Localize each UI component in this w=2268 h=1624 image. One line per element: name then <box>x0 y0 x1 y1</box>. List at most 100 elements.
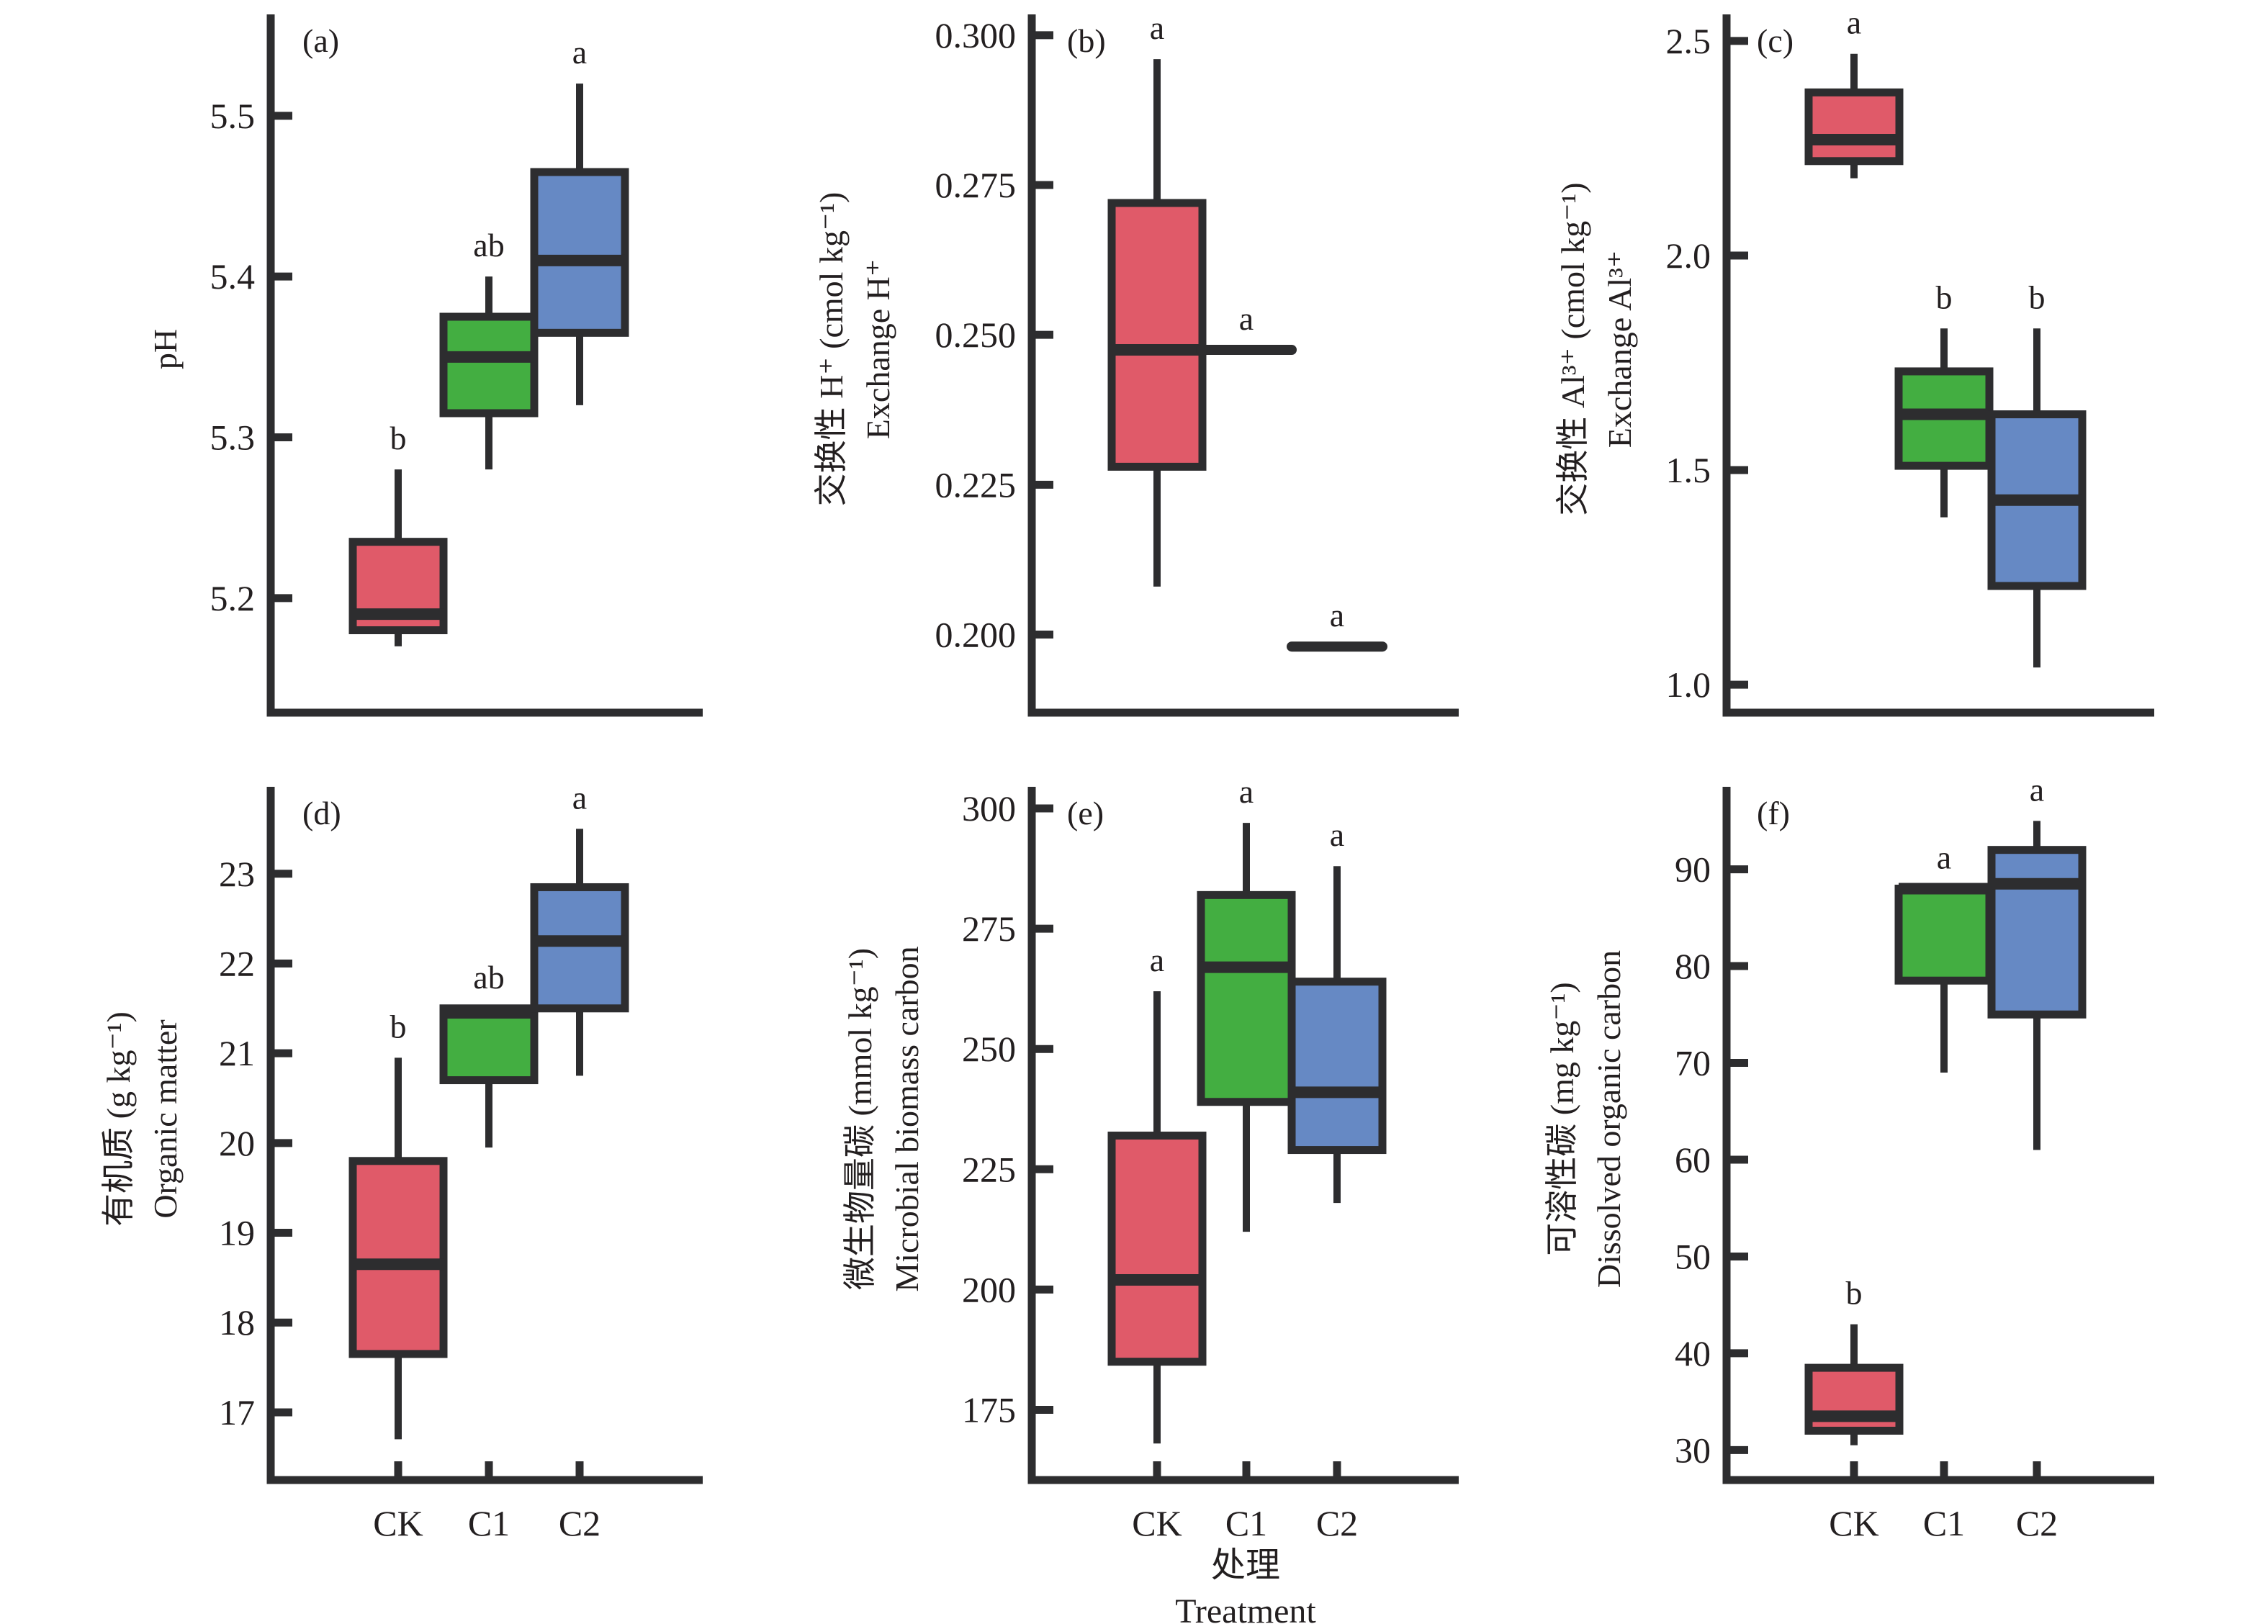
iqr-box <box>439 1004 539 1085</box>
box-CK: a <box>1107 942 1207 1444</box>
panel-c: 1.0 1.5 2.0 2.5 (c) 交换性 Al³⁺ (cmol kg⁻¹) Excha… <box>1554 4 2154 717</box>
y-tick-label: 300 <box>962 788 1016 829</box>
y-tick-label: 40 <box>1675 1333 1711 1373</box>
box-C2: a <box>1987 771 2087 1150</box>
panel-tag: (d) <box>302 795 341 831</box>
y-axis-title-cn: 微生物量碳 (mmol kg⁻¹) <box>842 948 878 1290</box>
x-axis-title-cn: 处理 <box>1211 1546 1280 1584</box>
y-tick-label: 5.5 <box>210 96 256 136</box>
y-tick-label: 250 <box>962 1029 1016 1069</box>
y-axis-title-en: Microbial biomass carbon <box>888 946 925 1291</box>
x-tick-label: CK <box>1829 1503 1878 1543</box>
significance-label: a <box>1330 816 1344 853</box>
significance-label: ab <box>473 227 504 263</box>
significance-label: a <box>1150 942 1164 978</box>
y-tick-label: 30 <box>1675 1430 1711 1470</box>
significance-label: a <box>1937 839 1951 875</box>
panel-tag: (a) <box>302 22 339 59</box>
iqr-box <box>1804 88 1904 166</box>
y-tick-label: 90 <box>1675 849 1711 890</box>
y-axis-title-en: Exchange H⁺ <box>860 259 896 439</box>
box-C1: a <box>1894 839 1994 1073</box>
significance-label: b <box>1846 1275 1863 1312</box>
x-tick-label: CK <box>1132 1503 1182 1543</box>
y-tick-label: 5.2 <box>210 578 256 618</box>
y-tick-label: 0.200 <box>935 615 1017 655</box>
significance-label: a <box>1150 9 1164 46</box>
x-tick-label: C2 <box>1316 1503 1358 1543</box>
iqr-box <box>1107 1132 1207 1366</box>
y-axis-title-cn: 交换性 Al³⁺ (cmol kg⁻¹) <box>1554 182 1591 515</box>
x-tick-label: C2 <box>2016 1503 2058 1543</box>
y-tick-label: 60 <box>1675 1140 1711 1180</box>
panel-tag: (c) <box>1757 22 1794 59</box>
iqr-box <box>1287 978 1387 1155</box>
box-C1: a <box>1197 773 1296 1232</box>
significance-label: a <box>1847 4 1861 41</box>
significance-label: a <box>1239 300 1254 337</box>
y-tick-label: 0.225 <box>935 464 1017 505</box>
box-C2: a <box>530 34 629 405</box>
panel-tag: (e) <box>1067 795 1104 831</box>
y-tick-label: 70 <box>1675 1043 1711 1083</box>
x-tick-label: C1 <box>1225 1503 1267 1543</box>
panel-f: 30 40 50 60 70 80 90 CK C1 C2 (f) 可溶性碳 (mg kg⁻¹) Dis… <box>1544 771 2154 1543</box>
y-tick-label: 23 <box>219 854 255 894</box>
significance-label: a <box>1330 597 1344 633</box>
y-tick-label: 1.0 <box>1666 664 1711 705</box>
panel-e: 175 200 225 250 275 300 CK C1 C2 (e) 微生物量碳 (mmol k… <box>842 773 1459 1543</box>
box-C1: ab <box>439 227 539 470</box>
y-tick-label: 80 <box>1675 946 1711 986</box>
box-CK: a <box>1107 9 1207 587</box>
iqr-box <box>530 883 629 1013</box>
box-CK: b <box>348 420 448 646</box>
significance-label: a <box>572 34 587 71</box>
significance-label: b <box>1936 279 1953 315</box>
y-axis-title-en: Dissolved organic carbon <box>1590 950 1627 1288</box>
significance-label: a <box>2030 771 2044 808</box>
iqr-box <box>1197 890 1296 1106</box>
x-tick-label: C1 <box>468 1503 510 1543</box>
y-axis-title-cn: 交换性 H⁺ (cmol kg⁻¹) <box>813 192 850 507</box>
box-C1: b <box>1894 279 1994 518</box>
y-tick-label: 21 <box>219 1033 255 1073</box>
box-C2: a <box>530 779 629 1076</box>
significance-label: b <box>390 420 407 456</box>
y-axis-title-en: Exchange Al³⁺ <box>1601 251 1638 448</box>
box-C2: a <box>1287 597 1387 652</box>
y-tick-label: 20 <box>219 1123 255 1163</box>
y-tick-label: 2.0 <box>1666 235 1711 276</box>
box-C2: b <box>1987 279 2087 668</box>
box-C1: a <box>1196 300 1297 355</box>
x-tick-label: C1 <box>1923 1503 1965 1543</box>
box-CK: b <box>348 1008 448 1440</box>
y-axis-title-cn: 可溶性碳 (mg kg⁻¹) <box>1544 982 1580 1256</box>
y-tick-label: 175 <box>962 1389 1016 1430</box>
y-tick-label: 0.275 <box>935 165 1017 205</box>
y-tick-label: 225 <box>962 1149 1016 1189</box>
y-tick-label: 1.5 <box>1666 450 1711 490</box>
y-tick-label: 275 <box>962 908 1016 949</box>
y-tick-label: 0.250 <box>935 315 1017 355</box>
significance-label: a <box>1239 773 1254 810</box>
iqr-box <box>439 312 539 418</box>
y-tick-label: 5.3 <box>210 418 256 458</box>
y-tick-label: 0.300 <box>935 15 1017 55</box>
panel-tag: (f) <box>1757 795 1790 831</box>
y-axis-title-cn: 有机质 (g kg⁻¹) <box>100 1011 137 1227</box>
y-tick-label: 50 <box>1675 1236 1711 1276</box>
y-tick-label: 22 <box>219 943 255 983</box>
y-tick-label: 5.4 <box>210 256 256 297</box>
box-CK: a <box>1804 4 1904 179</box>
panel-a: 5.2 5.3 5.4 5.5 (a) pH b ab a <box>147 14 703 717</box>
x-axis-title-en: Treatment <box>1175 1592 1316 1624</box>
box-C2: a <box>1287 816 1387 1204</box>
y-tick-label: 200 <box>962 1269 1016 1309</box>
significance-label: ab <box>473 959 504 996</box>
y-tick-label: 18 <box>219 1302 255 1343</box>
y-tick-label: 19 <box>219 1213 255 1253</box>
y-axis-title-en: pH <box>147 329 184 369</box>
panel-b: 0.200 0.225 0.250 0.275 0.300 (b) 交换性 H⁺ (cmol… <box>813 9 1459 717</box>
box-C1: ab <box>439 959 539 1148</box>
